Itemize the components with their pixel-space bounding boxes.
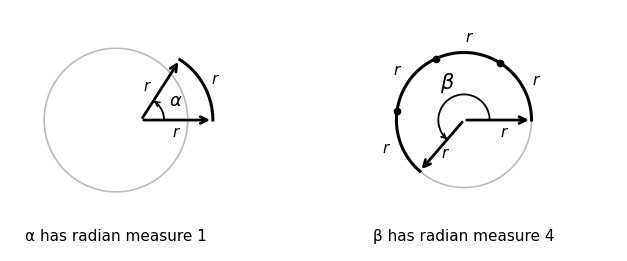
Text: $\alpha$: $\alpha$ xyxy=(169,92,182,110)
Text: $r$: $r$ xyxy=(393,63,403,78)
Text: $r$: $r$ xyxy=(143,79,152,94)
Text: $r$: $r$ xyxy=(500,125,509,140)
Text: $r$: $r$ xyxy=(465,30,475,45)
Text: α has radian measure 1: α has radian measure 1 xyxy=(25,229,207,244)
Text: $\beta$: $\beta$ xyxy=(440,71,454,95)
Text: β has radian measure 4: β has radian measure 4 xyxy=(373,229,555,245)
Text: $r$: $r$ xyxy=(172,126,181,140)
Text: $r$: $r$ xyxy=(382,141,391,157)
Text: $r$: $r$ xyxy=(532,73,541,88)
Text: $r$: $r$ xyxy=(441,146,450,161)
Text: $r$: $r$ xyxy=(211,72,220,87)
